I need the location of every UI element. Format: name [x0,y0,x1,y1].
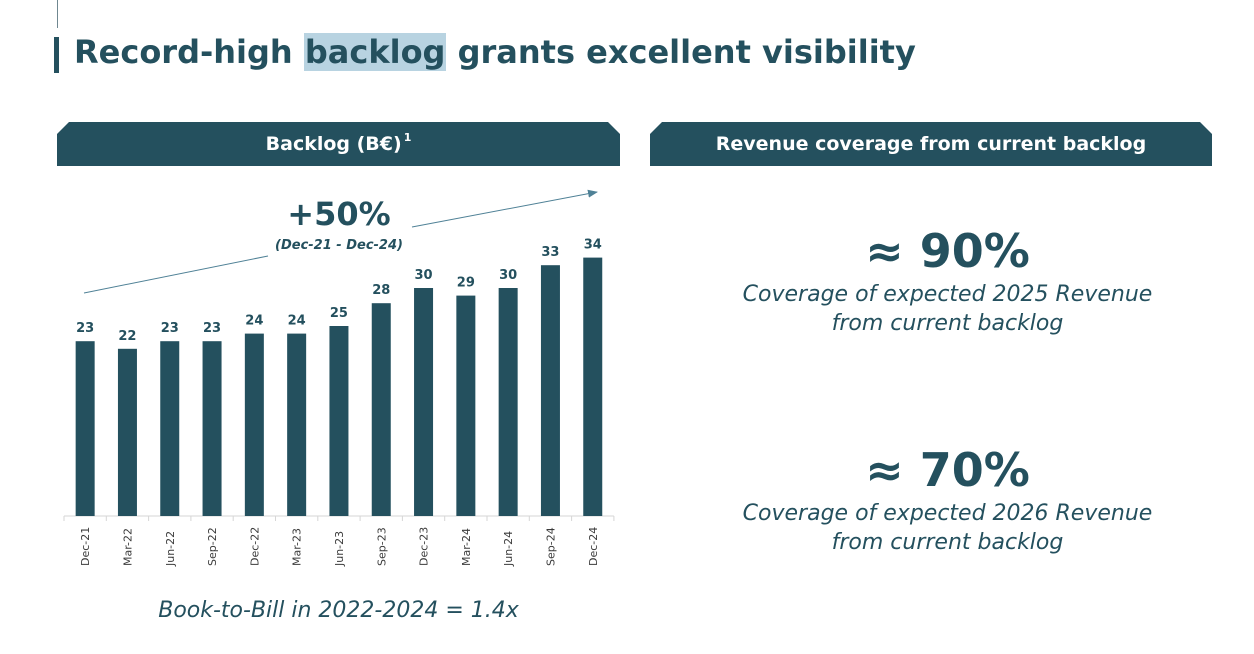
coverage-2025-value: ≈ 90% [865,224,1030,278]
bar-value-label: 23 [76,321,94,336]
top-rule [57,0,58,28]
bar-value-label: 29 [457,276,475,291]
bar-value-label: 33 [541,245,559,260]
coverage-banner: Revenue coverage from current backlog [650,122,1212,166]
growth-arrow-head [411,189,598,228]
bar-jun-24 [498,288,518,516]
bars-layer: 23 Dec-21 22 Mar-22 23 Jun-22 23 Sep-22 24 Dec-22… [63,238,615,567]
x-tick-label: Sep-22 [206,527,219,566]
bar-sep-24 [540,265,560,516]
bar-mar-22 [117,348,137,516]
bar-value-label: 23 [161,321,179,336]
backlog-banner-label: Backlog (B€) [265,133,402,155]
x-tick-label: Jun-24 [502,531,515,567]
bar-value-label: 30 [415,268,433,283]
bar-sep-22 [202,341,222,516]
x-tick-label: Sep-24 [544,527,557,566]
coverage-2025-line1: Coverage of expected 2025 Revenue [742,282,1153,307]
footnote-marker: 1 [403,130,412,144]
coverage-2026-value: ≈ 70% [865,443,1030,497]
bar-value-label: 25 [330,306,348,321]
bar-mar-23 [287,333,307,516]
x-tick-label: Mar-24 [460,528,473,566]
x-tick-label: Sep-23 [375,527,388,566]
title-suffix: grants excellent visibility [446,33,916,71]
x-tick-label: Dec-24 [587,527,600,566]
backlog-banner: Backlog (B€) 1 [57,122,620,166]
title-highlight: backlog [303,33,447,71]
coverage-2025: ≈ 90% Coverage of expected 2025 Revenue … [700,228,1195,338]
coverage-2026-line1: Coverage of expected 2026 Revenue [742,501,1153,526]
coverage-2026: ≈ 70% Coverage of expected 2026 Revenue … [700,447,1195,557]
growth-annotation-value: +50% [287,195,390,233]
x-tick-label: Jun-22 [164,531,177,567]
page-title: Record-high backlog grants excellent vis… [74,33,916,71]
growth-arrow-tail [83,255,269,294]
bar-value-label: 24 [288,314,306,329]
x-tick-label: Mar-23 [291,528,304,566]
coverage-2025-line2: from current backlog [831,311,1064,336]
bar-value-label: 28 [372,283,390,298]
title-accent-bar [54,37,59,73]
x-tick-label: Mar-22 [121,528,134,566]
bar-jun-23 [329,326,349,516]
x-tick-label: Dec-23 [418,527,431,566]
bar-dec-21 [75,341,95,516]
bar-value-label: 23 [203,321,221,336]
x-tick-label: Jun-23 [333,531,346,567]
coverage-2025-description: Coverage of expected 2025 Revenue from c… [700,280,1195,338]
bar-value-label: 30 [499,268,517,283]
coverage-2026-description: Coverage of expected 2026 Revenue from c… [700,499,1195,557]
coverage-banner-label: Revenue coverage from current backlog [715,133,1147,155]
bar-dec-23 [414,288,434,516]
x-tick-label: Dec-21 [79,527,92,566]
x-tick-label: Dec-22 [248,527,261,566]
bar-value-label: 24 [245,314,263,329]
book-to-bill-note: Book-to-Bill in 2022-2024 = 1.4x [158,598,519,623]
coverage-2026-line2: from current backlog [831,530,1064,555]
bar-dec-24 [583,257,603,516]
bar-value-label: 34 [584,238,602,253]
bar-sep-23 [371,303,391,516]
bar-jun-22 [160,341,180,516]
bar-value-label: 22 [118,329,136,344]
title-prefix: Record-high [74,33,304,71]
bar-mar-24 [456,295,476,516]
bar-dec-22 [244,333,264,516]
growth-annotation-period: (Dec-21 - Dec-24) [275,238,403,253]
